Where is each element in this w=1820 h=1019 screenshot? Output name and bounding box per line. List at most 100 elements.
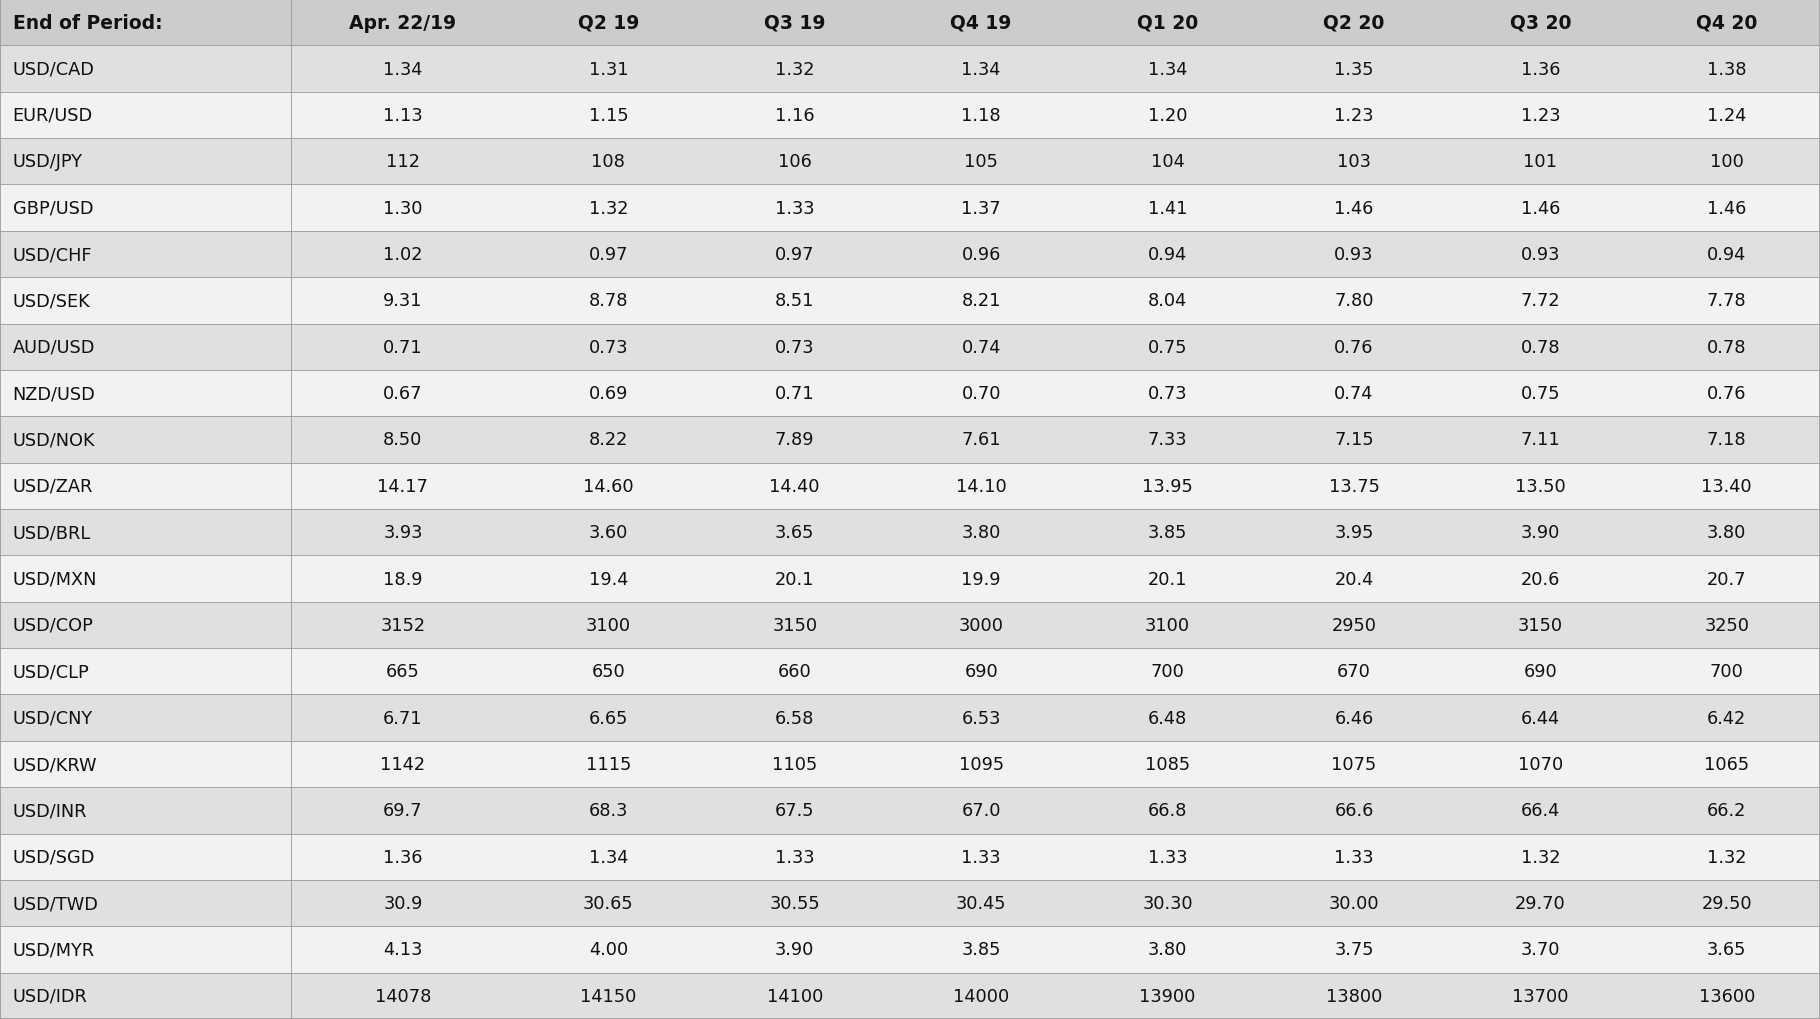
Text: 13700: 13700 bbox=[1512, 986, 1569, 1005]
Text: 0.93: 0.93 bbox=[1334, 246, 1374, 264]
Text: 7.72: 7.72 bbox=[1520, 292, 1560, 310]
Text: 3.85: 3.85 bbox=[1148, 524, 1187, 542]
Bar bbox=[0, 231, 1820, 278]
Text: 30.00: 30.00 bbox=[1329, 895, 1380, 912]
Text: 7.80: 7.80 bbox=[1334, 292, 1374, 310]
Text: 3152: 3152 bbox=[380, 616, 426, 634]
Text: 3150: 3150 bbox=[1518, 616, 1563, 634]
Text: 66.6: 66.6 bbox=[1334, 802, 1374, 819]
Text: USD/ZAR: USD/ZAR bbox=[13, 477, 93, 495]
Text: Q2 20: Q2 20 bbox=[1323, 13, 1385, 33]
Bar bbox=[0, 510, 1820, 555]
Text: USD/SEK: USD/SEK bbox=[13, 292, 91, 310]
Text: 690: 690 bbox=[965, 662, 997, 681]
Text: USD/INR: USD/INR bbox=[13, 802, 87, 819]
Text: Q4 20: Q4 20 bbox=[1696, 13, 1758, 33]
Text: 66.8: 66.8 bbox=[1148, 802, 1187, 819]
Text: 1.41: 1.41 bbox=[1148, 200, 1187, 217]
Text: 690: 690 bbox=[1523, 662, 1558, 681]
Text: 3.75: 3.75 bbox=[1334, 941, 1374, 959]
Bar bbox=[0, 324, 1820, 371]
Text: 6.48: 6.48 bbox=[1148, 709, 1187, 727]
Text: EUR/USD: EUR/USD bbox=[13, 107, 93, 124]
Text: 0.97: 0.97 bbox=[588, 246, 628, 264]
Text: USD/IDR: USD/IDR bbox=[13, 986, 87, 1005]
Text: 1.35: 1.35 bbox=[1334, 60, 1374, 78]
Text: AUD/USD: AUD/USD bbox=[13, 338, 95, 357]
Text: USD/BRL: USD/BRL bbox=[13, 524, 91, 542]
Text: 1.34: 1.34 bbox=[384, 60, 422, 78]
Text: 0.78: 0.78 bbox=[1707, 338, 1747, 357]
Text: USD/NOK: USD/NOK bbox=[13, 431, 95, 449]
Text: 3.70: 3.70 bbox=[1522, 941, 1560, 959]
Text: 3.93: 3.93 bbox=[384, 524, 422, 542]
Text: 18.9: 18.9 bbox=[384, 570, 422, 588]
Text: 20.4: 20.4 bbox=[1334, 570, 1374, 588]
Text: 8.78: 8.78 bbox=[588, 292, 628, 310]
Text: 0.73: 0.73 bbox=[1148, 385, 1187, 403]
Text: 106: 106 bbox=[777, 153, 812, 171]
Text: 7.18: 7.18 bbox=[1707, 431, 1747, 449]
Text: 100: 100 bbox=[1709, 153, 1744, 171]
Text: 3000: 3000 bbox=[959, 616, 1003, 634]
Text: 66.2: 66.2 bbox=[1707, 802, 1747, 819]
Text: 14150: 14150 bbox=[581, 986, 637, 1005]
Text: 8.22: 8.22 bbox=[588, 431, 628, 449]
Text: 1.34: 1.34 bbox=[961, 60, 1001, 78]
Text: 1.34: 1.34 bbox=[588, 848, 628, 866]
Text: 29.70: 29.70 bbox=[1514, 895, 1565, 912]
Text: 14.40: 14.40 bbox=[770, 477, 821, 495]
Text: 6.42: 6.42 bbox=[1707, 709, 1747, 727]
Text: 1075: 1075 bbox=[1332, 755, 1376, 773]
Text: 3.90: 3.90 bbox=[1522, 524, 1560, 542]
Text: 1.36: 1.36 bbox=[384, 848, 422, 866]
Text: 1.33: 1.33 bbox=[775, 848, 815, 866]
Text: 1.32: 1.32 bbox=[588, 200, 628, 217]
Text: 1.46: 1.46 bbox=[1707, 200, 1747, 217]
Text: 665: 665 bbox=[386, 662, 420, 681]
Text: 13600: 13600 bbox=[1698, 986, 1754, 1005]
Text: 1.46: 1.46 bbox=[1334, 200, 1374, 217]
Text: 3.80: 3.80 bbox=[1707, 524, 1747, 542]
Text: Q3 19: Q3 19 bbox=[764, 13, 826, 33]
Text: 1.32: 1.32 bbox=[1522, 848, 1560, 866]
Text: 103: 103 bbox=[1338, 153, 1370, 171]
Text: 6.58: 6.58 bbox=[775, 709, 814, 727]
Bar bbox=[0, 555, 1820, 602]
Text: 101: 101 bbox=[1523, 153, 1558, 171]
Bar bbox=[0, 648, 1820, 695]
Bar bbox=[0, 0, 1820, 46]
Text: 1.20: 1.20 bbox=[1148, 107, 1187, 124]
Text: 1070: 1070 bbox=[1518, 755, 1563, 773]
Text: 30.45: 30.45 bbox=[956, 895, 1006, 912]
Text: 1.24: 1.24 bbox=[1707, 107, 1747, 124]
Text: 1.31: 1.31 bbox=[588, 60, 628, 78]
Text: 1.15: 1.15 bbox=[588, 107, 628, 124]
Text: 19.9: 19.9 bbox=[961, 570, 1001, 588]
Text: 0.69: 0.69 bbox=[588, 385, 628, 403]
Text: 0.94: 0.94 bbox=[1148, 246, 1187, 264]
Text: 0.70: 0.70 bbox=[961, 385, 1001, 403]
Text: 30.65: 30.65 bbox=[582, 895, 633, 912]
Text: 104: 104 bbox=[1150, 153, 1185, 171]
Text: 3.60: 3.60 bbox=[588, 524, 628, 542]
Text: 6.53: 6.53 bbox=[961, 709, 1001, 727]
Bar bbox=[0, 371, 1820, 417]
Bar bbox=[0, 417, 1820, 464]
Text: USD/CNY: USD/CNY bbox=[13, 709, 93, 727]
Text: 1105: 1105 bbox=[772, 755, 817, 773]
Text: 8.50: 8.50 bbox=[384, 431, 422, 449]
Text: 13.95: 13.95 bbox=[1143, 477, 1192, 495]
Text: 1.16: 1.16 bbox=[775, 107, 815, 124]
Text: USD/MXN: USD/MXN bbox=[13, 570, 96, 588]
Text: 1.34: 1.34 bbox=[1148, 60, 1187, 78]
Text: 1085: 1085 bbox=[1145, 755, 1190, 773]
Text: 1.23: 1.23 bbox=[1522, 107, 1560, 124]
Text: 0.97: 0.97 bbox=[775, 246, 815, 264]
Text: 20.1: 20.1 bbox=[775, 570, 815, 588]
Text: 6.71: 6.71 bbox=[382, 709, 422, 727]
Text: 0.74: 0.74 bbox=[961, 338, 1001, 357]
Text: 3.85: 3.85 bbox=[961, 941, 1001, 959]
Text: USD/CAD: USD/CAD bbox=[13, 60, 95, 78]
Text: 0.78: 0.78 bbox=[1522, 338, 1560, 357]
